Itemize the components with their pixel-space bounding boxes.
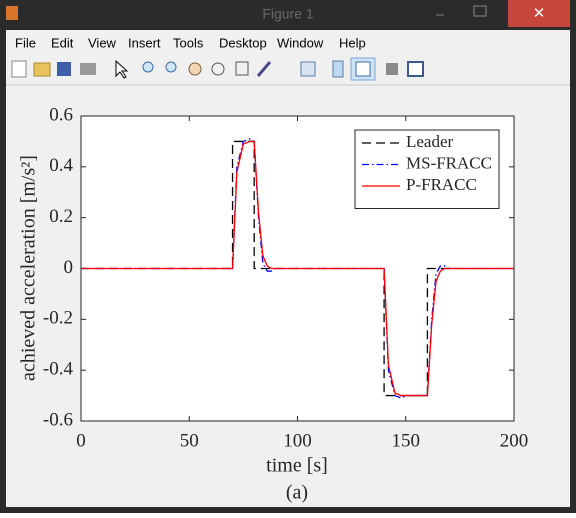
tool-hide-plot[interactable] xyxy=(386,63,398,75)
close-icon: ✕ xyxy=(533,5,546,22)
tool-open[interactable] xyxy=(33,62,51,77)
menu-item[interactable]: Insert xyxy=(128,35,161,50)
tool-show-plot[interactable] xyxy=(407,61,424,77)
axes: -0.6 -0.4 -0.2 0 0.2 0.4 0.6 0 50 100 150 200 Leader… xyxy=(43,104,528,451)
legend-label: P-FRACC xyxy=(406,175,477,194)
y-tick-label: -0.2 xyxy=(43,308,73,329)
y-tick-label: 0.4 xyxy=(49,155,73,176)
tool-zoom-out[interactable] xyxy=(165,61,177,73)
caption: (a) xyxy=(286,482,308,504)
tool-pointer[interactable] xyxy=(115,59,129,79)
window-title: Figure 1 xyxy=(262,6,314,22)
y-tick-label: 0 xyxy=(64,257,74,278)
x-tick-label: 100 xyxy=(283,430,312,451)
x-tick-label: 50 xyxy=(180,430,199,451)
tool-save[interactable] xyxy=(57,62,71,76)
y-tick-label: -0.6 xyxy=(43,409,73,430)
tool-legend[interactable] xyxy=(355,61,371,77)
legend-label: MS-FRACC xyxy=(406,153,492,172)
tool-zoom-in[interactable] xyxy=(142,61,154,73)
tool-colorbar[interactable] xyxy=(332,60,344,78)
x-tick-label: 150 xyxy=(392,430,421,451)
close-button[interactable] xyxy=(508,0,570,27)
tool-datacursor[interactable] xyxy=(235,61,249,76)
minimize-button[interactable]: – xyxy=(436,6,444,22)
menu-item[interactable]: Help xyxy=(339,35,366,50)
x-axis-label: time [s] xyxy=(266,455,328,477)
menu-item[interactable]: View xyxy=(88,35,117,50)
tool-rotate[interactable] xyxy=(211,62,225,76)
y-tick-label: -0.4 xyxy=(43,359,74,380)
menu-item[interactable]: Tools xyxy=(173,35,204,50)
y-axis-label: achieved acceleration [m/s²] xyxy=(18,155,40,381)
x-tick-label: 0 xyxy=(76,430,86,451)
tool-new[interactable] xyxy=(11,60,27,78)
maximize-button[interactable] xyxy=(473,5,487,17)
menu-item[interactable]: Window xyxy=(277,35,324,50)
axes-box xyxy=(80,115,515,422)
tool-link[interactable] xyxy=(300,61,316,77)
y-tick-label: 0.6 xyxy=(49,104,73,125)
tool-pan[interactable] xyxy=(188,62,202,76)
series-line xyxy=(81,140,514,397)
menu-item[interactable]: File xyxy=(15,35,36,50)
menu-item[interactable]: Desktop xyxy=(219,35,267,50)
menu-item[interactable]: Edit xyxy=(51,35,74,50)
tool-print[interactable] xyxy=(80,63,96,75)
menu-bar: File Edit View Insert Tools Desktop Wind… xyxy=(15,35,366,50)
toolbar xyxy=(11,57,424,81)
x-tick-label: 200 xyxy=(500,430,529,451)
y-tick-label: 0.2 xyxy=(49,206,73,227)
legend-label: Leader xyxy=(406,132,454,151)
app-icon xyxy=(6,6,18,20)
tool-brush[interactable] xyxy=(256,61,272,77)
